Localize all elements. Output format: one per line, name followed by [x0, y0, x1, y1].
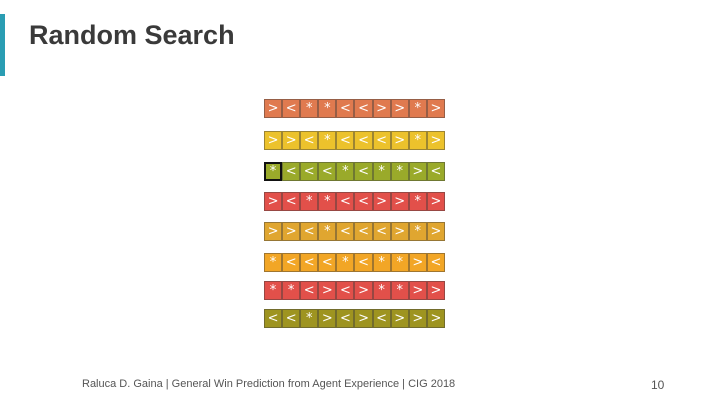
action-cell: > — [390, 222, 409, 241]
action-cell: > — [426, 99, 445, 118]
action-cell: * — [264, 281, 283, 300]
action-cell: < — [318, 162, 337, 181]
action-cell: < — [372, 222, 391, 241]
action-cell: > — [264, 192, 283, 211]
action-cell: * — [336, 253, 355, 272]
action-cell: < — [282, 309, 301, 328]
action-cell: < — [336, 192, 355, 211]
action-cell: < — [282, 99, 301, 118]
action-cell: < — [372, 309, 391, 328]
action-cell: < — [336, 99, 355, 118]
action-cell: > — [426, 281, 445, 300]
action-cell: > — [390, 309, 409, 328]
action-cell: > — [354, 309, 373, 328]
action-cell: > — [426, 309, 445, 328]
action-cell: * — [408, 222, 427, 241]
action-cell: > — [426, 192, 445, 211]
action-cell: * — [264, 253, 283, 272]
action-cell: * — [408, 192, 427, 211]
action-cell: < — [354, 99, 373, 118]
action-cell: < — [354, 131, 373, 150]
action-cell: > — [408, 309, 427, 328]
action-cell: * — [390, 253, 409, 272]
action-cell: > — [318, 281, 337, 300]
action-cell: < — [336, 131, 355, 150]
action-cell: > — [408, 281, 427, 300]
action-cell: < — [300, 162, 319, 181]
action-cell: > — [426, 131, 445, 150]
action-cell: * — [372, 253, 391, 272]
action-cell: < — [354, 162, 373, 181]
action-cell: * — [318, 192, 337, 211]
action-cell: < — [318, 253, 337, 272]
action-cell: < — [426, 162, 445, 181]
action-cell: < — [300, 281, 319, 300]
sequence-row: > < * * < < > > * > — [264, 192, 445, 211]
slide-footer: Raluca D. Gaina | General Win Prediction… — [82, 378, 456, 390]
action-cell: < — [426, 253, 445, 272]
action-cell: > — [264, 131, 283, 150]
sequence-row: * * < > < > * * > > — [264, 281, 445, 300]
action-cell: * — [300, 192, 319, 211]
action-cell: > — [426, 222, 445, 241]
action-cell: < — [336, 309, 355, 328]
sequence-row: < < * > < > < > > > — [264, 309, 445, 328]
action-cell: < — [300, 222, 319, 241]
action-cell: < — [282, 192, 301, 211]
action-cell-selected: * — [264, 162, 283, 181]
action-cell: * — [408, 131, 427, 150]
action-cell: * — [390, 162, 409, 181]
action-cell: * — [372, 281, 391, 300]
action-cell: < — [354, 222, 373, 241]
action-cell: * — [372, 162, 391, 181]
action-cell: > — [390, 99, 409, 118]
action-cell: > — [264, 222, 283, 241]
action-cell: < — [300, 253, 319, 272]
slide-title: Random Search — [29, 20, 235, 50]
action-cell: > — [372, 192, 391, 211]
action-cell: * — [300, 309, 319, 328]
action-cell: < — [264, 309, 283, 328]
action-cell: < — [372, 131, 391, 150]
action-cell: * — [282, 281, 301, 300]
action-cell: < — [354, 192, 373, 211]
action-cell: * — [318, 222, 337, 241]
action-cell: * — [336, 162, 355, 181]
action-cell: > — [408, 162, 427, 181]
action-cell: < — [336, 222, 355, 241]
sequence-row: * < < < * < * * > < — [264, 162, 445, 181]
action-cell: > — [372, 99, 391, 118]
action-cell: > — [354, 281, 373, 300]
sequence-row: > > < * < < < > * > — [264, 131, 445, 150]
action-cell: * — [300, 99, 319, 118]
action-cell: > — [408, 253, 427, 272]
action-cell: > — [264, 99, 283, 118]
action-cell: < — [282, 253, 301, 272]
action-cell: > — [282, 222, 301, 241]
sequence-row: > > < * < < < > * > — [264, 222, 445, 241]
action-cell: * — [390, 281, 409, 300]
action-cell: * — [318, 131, 337, 150]
action-cell: < — [354, 253, 373, 272]
accent-bar — [0, 14, 5, 76]
action-cell: * — [408, 99, 427, 118]
sequence-row: > < * * < < > > * > — [264, 99, 445, 118]
action-cell: > — [390, 192, 409, 211]
sequence-row: * < < < * < * * > < — [264, 253, 445, 272]
action-cell: > — [318, 309, 337, 328]
action-cell: < — [282, 162, 301, 181]
action-cell: < — [336, 281, 355, 300]
page-number: 10 — [651, 378, 665, 392]
action-cell: > — [390, 131, 409, 150]
action-cell: < — [300, 131, 319, 150]
action-cell: * — [318, 99, 337, 118]
action-cell: > — [282, 131, 301, 150]
